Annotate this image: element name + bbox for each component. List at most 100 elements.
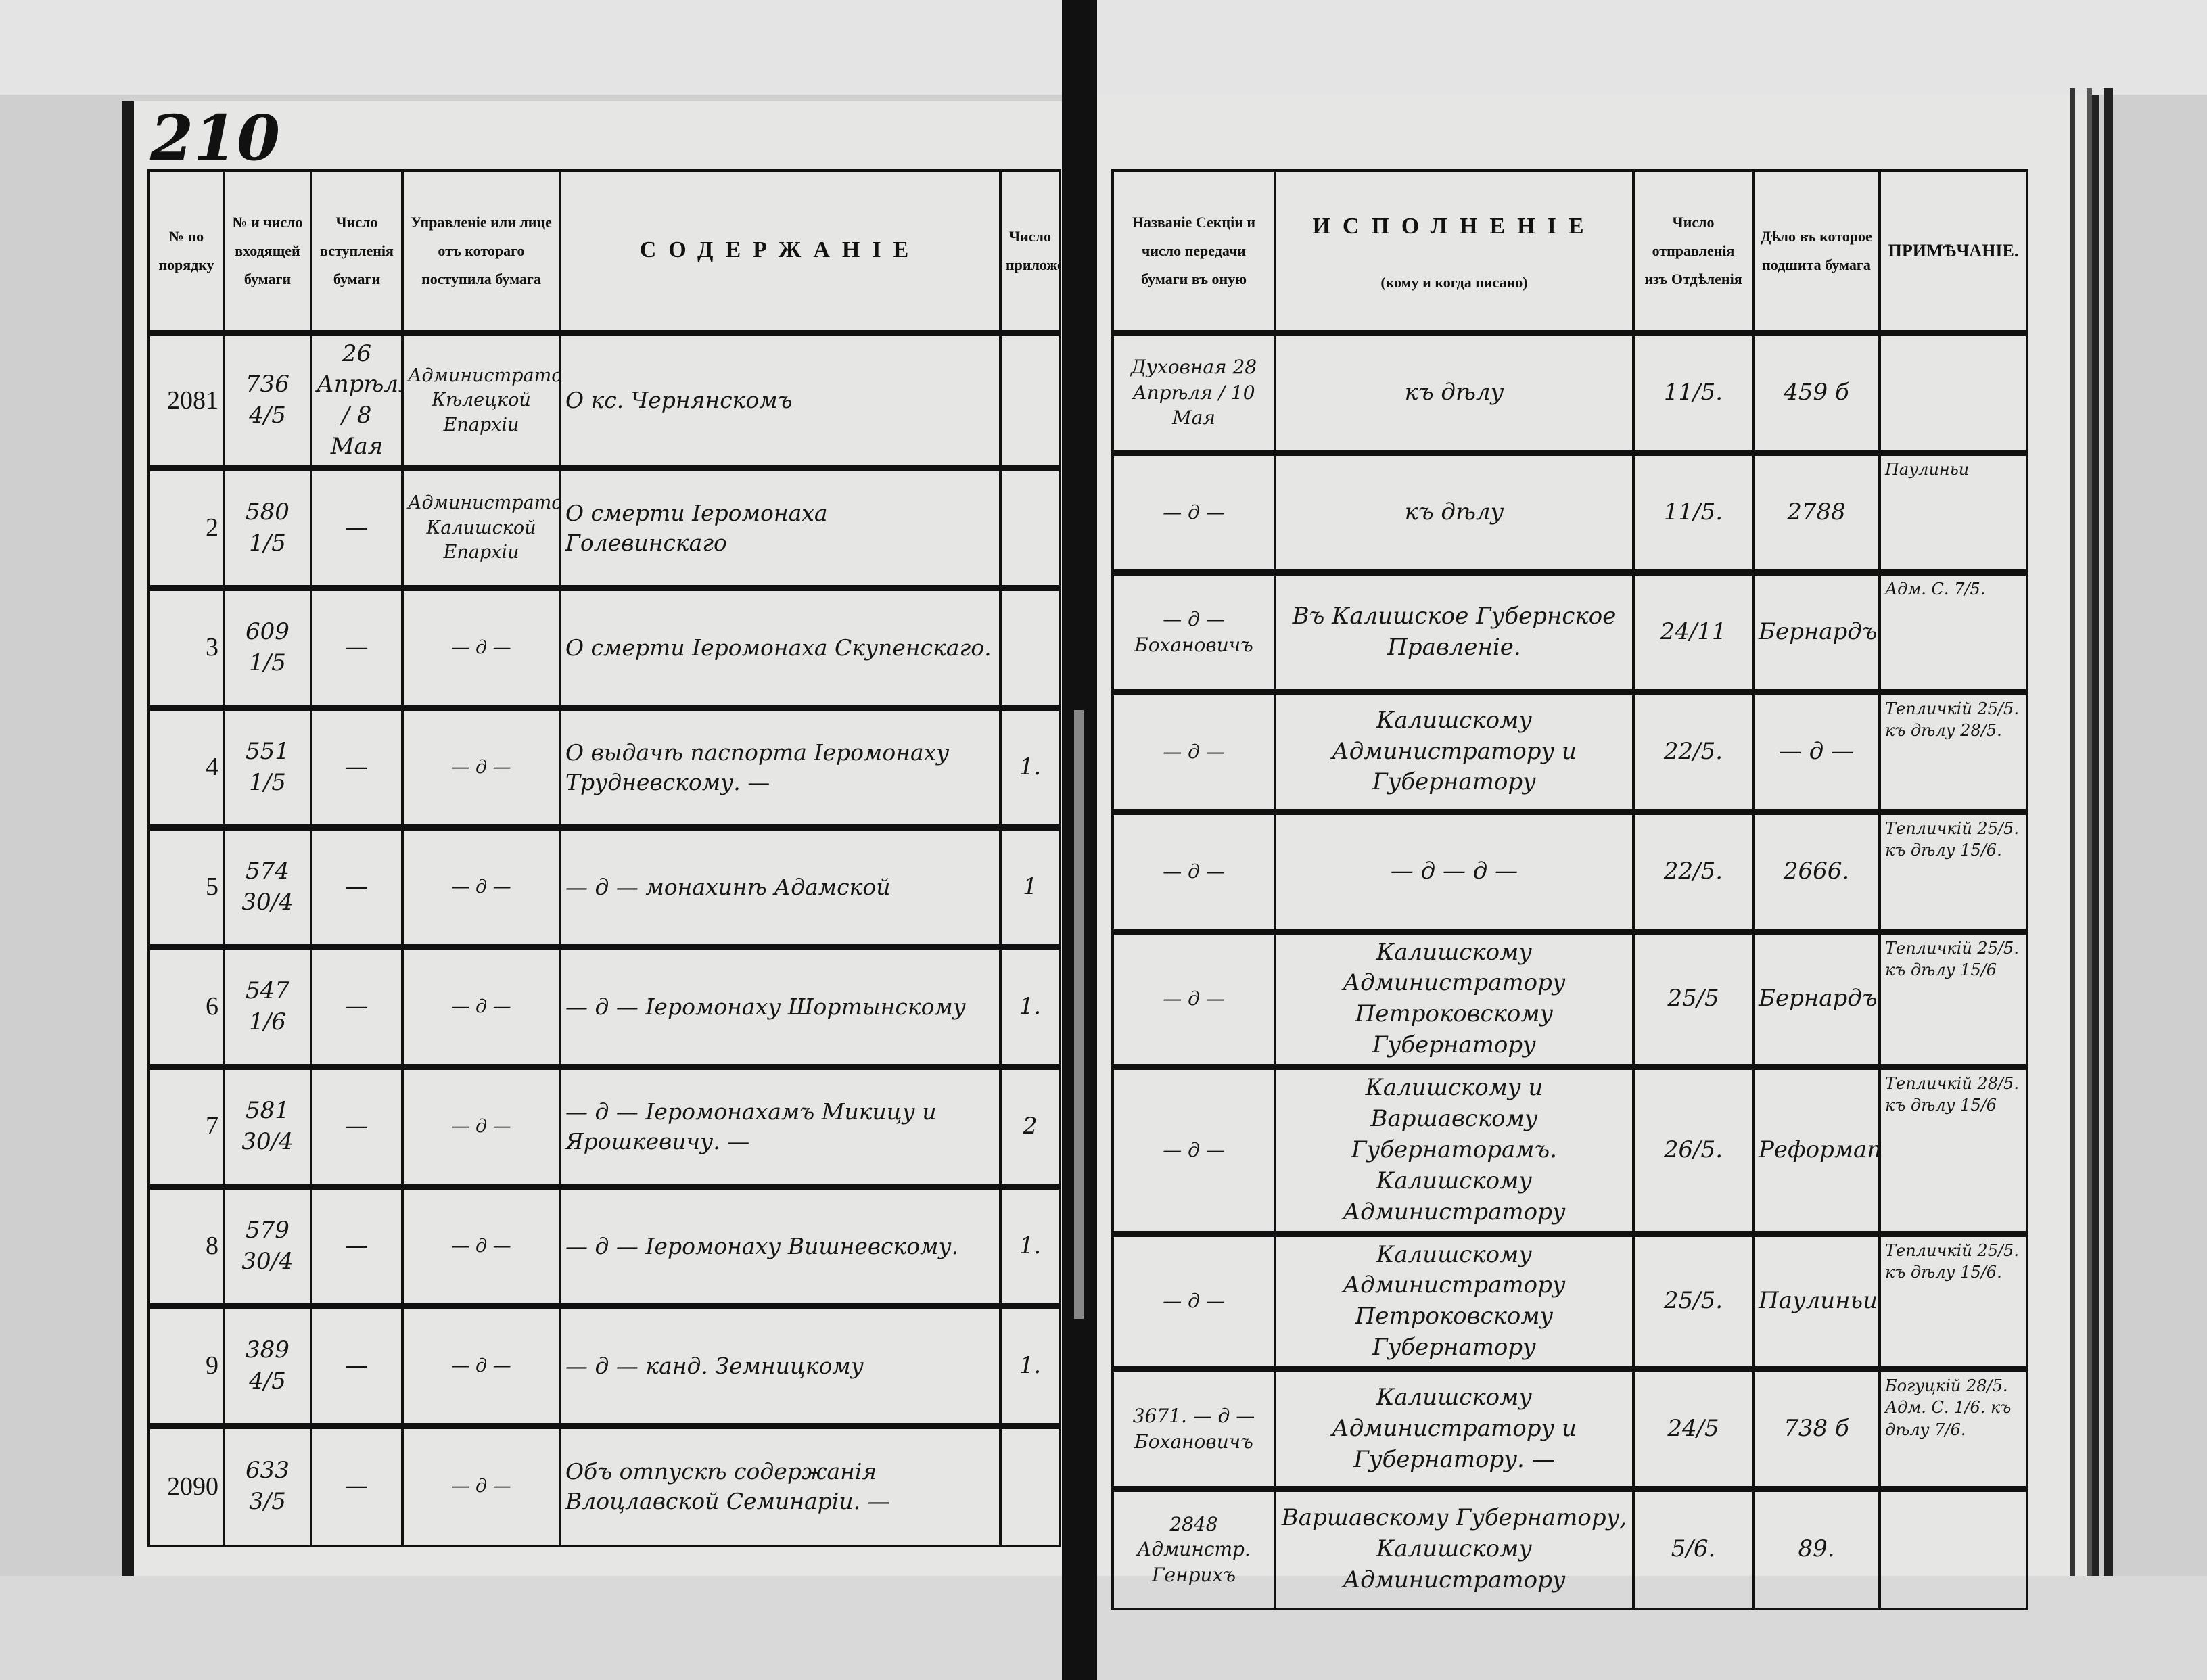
incoming-number-cell: 574 30/4: [223, 824, 312, 949]
header-attachments: Число приложеній: [999, 169, 1061, 334]
attachments-count: 1.: [999, 705, 1061, 829]
incoming-number-cell: 581 30/4: [223, 1064, 312, 1188]
header-section: Названіе Секціи и число передачи бумаги …: [1111, 169, 1276, 334]
header-sent-date: Число отправленія изъ Отдѣленія: [1632, 169, 1755, 334]
sent-date: 25/5.: [1632, 1230, 1755, 1371]
section: — д —: [1111, 928, 1276, 1069]
received-date: —: [310, 1184, 404, 1308]
execution: къ дѣлу: [1274, 449, 1635, 574]
order-number: 4: [147, 705, 225, 829]
sent-date: 11/5.: [1632, 449, 1755, 574]
note: [1878, 1486, 2028, 1610]
incoming-number: 736: [246, 371, 289, 398]
attachments-count: 2: [999, 1064, 1061, 1188]
header-row: № по порядку № и число входящей бумаги Ч…: [147, 169, 1061, 334]
header-note: ПРИМѢЧАНІЕ.: [1878, 169, 2028, 334]
received-date: 26 Апрѣля / 8 Мая: [310, 329, 404, 470]
note: Тепличкій 25/5. къ дѣлу 15/6: [1878, 928, 2028, 1069]
header-sender: Управленіе или лице отъ котораго поступи…: [401, 169, 561, 334]
attachments-count: 1: [999, 824, 1061, 949]
scan-background-top: [0, 0, 2207, 95]
attachments-count: 1.: [999, 944, 1061, 1069]
content: О выдачѣ паспорта Іеромонаху Трудневском…: [559, 705, 1002, 829]
received-date: —: [310, 585, 404, 709]
case-number: 2788: [1752, 449, 1881, 574]
content: — д — монахинѣ Адамской: [559, 824, 1002, 949]
received-date: —: [310, 944, 404, 1069]
sender: Администратора Калишской Епархіи: [401, 465, 561, 590]
sent-date: 5/6.: [1632, 1486, 1755, 1610]
header-execution: ИСПОЛНЕНІЕ (кому и когда писано): [1274, 169, 1635, 334]
table-row: 7 581 30/4 — — д — — д — Іеромонахамъ Микицу …: [147, 1064, 1061, 1188]
attachments-count: [999, 1423, 1061, 1547]
incoming-number: 580: [246, 498, 289, 526]
note: [1878, 329, 2028, 454]
incoming-number-cell: 736 4/5: [223, 329, 312, 470]
sent-date: 25/5: [1632, 928, 1755, 1069]
table-row: — д — Калишскому Администратору Петроковс…: [1111, 1230, 2028, 1371]
attachments-count: 1.: [999, 1184, 1061, 1308]
incoming-number: 547: [246, 977, 289, 1005]
header-row: Названіе Секціи и число передачи бумаги …: [1111, 169, 2028, 334]
table-row: 4 551 1/5— — д — О выдачѣ паспорта Іеромонах…: [147, 705, 1061, 829]
content: Объ отпускѣ содержанія Влоцлавской Семин…: [559, 1423, 1002, 1547]
incoming-date: 1/6: [249, 1008, 286, 1036]
case-number: 459 б: [1752, 329, 1881, 454]
received-date: —: [310, 1064, 404, 1188]
sender: — д —: [401, 1423, 561, 1547]
page-number: 210: [150, 101, 281, 174]
execution: Въ Калишское Губернское Правленіе.: [1274, 569, 1635, 693]
execution: Калишскому Администратору и Губернатору: [1274, 689, 1635, 813]
order-number: 3: [147, 585, 225, 709]
section: 3671. — д — Бохановичъ: [1111, 1366, 1276, 1491]
execution: Калишскому Администратору и Губернатору.…: [1274, 1366, 1635, 1491]
content: О смерти Іеромонаха Скупенскаго.: [559, 585, 1002, 709]
order-number: 6: [147, 944, 225, 1069]
order-number: 8: [147, 1184, 225, 1308]
note: Тепличкій 25/5. къ дѣлу 15/6.: [1878, 1230, 2028, 1371]
section: — д —: [1111, 449, 1276, 574]
table-row: 6 547 1/6— — д — — д — Іеромонаху Шортынском…: [147, 944, 1061, 1069]
sender: — д —: [401, 1064, 561, 1188]
note: Адм. С. 7/5.: [1878, 569, 2028, 693]
content: — д — канд. Земницкому: [559, 1303, 1002, 1428]
incoming-number-cell: 609 1/5: [223, 585, 312, 709]
header-incoming-no: № и число входящей бумаги: [223, 169, 312, 334]
incoming-number-cell: 547 1/6: [223, 944, 312, 1069]
table-row: 2848 Админстр. Генрихъ Варшавскому Губерн…: [1111, 1486, 2028, 1610]
incoming-number: 389: [246, 1336, 289, 1364]
header-execution-sub: (кому и когда писано): [1380, 274, 1528, 291]
sent-date: 11/5.: [1632, 329, 1755, 454]
sender: — д —: [401, 705, 561, 829]
order-number: 2090: [147, 1423, 225, 1547]
section: — д — Бохановичъ: [1111, 569, 1276, 693]
table-row: — д — Калишскому Администратору Петроковс…: [1111, 928, 2028, 1069]
order-number: 2: [147, 465, 225, 590]
content: — д — Іеромонахамъ Микицу и Ярошкевичу. …: [559, 1064, 1002, 1188]
received-date: —: [310, 705, 404, 829]
incoming-date: 4/5: [249, 402, 286, 429]
header-order-no: № по порядку: [147, 169, 225, 334]
table-row: — д — Калишскому и Варшавскому Губернатор…: [1111, 1064, 2028, 1236]
table-row: Духовная 28 Апрѣля / 10 Мая къ дѣлу 11/5. 4…: [1111, 329, 2028, 454]
note: Тепличкій 25/5. къ дѣлу 28/5.: [1878, 689, 2028, 813]
register-table-right: Названіе Секціи и число передачи бумаги …: [1111, 169, 2028, 1610]
header-received-date: Число вступленія бумаги: [310, 169, 404, 334]
received-date: —: [310, 465, 404, 590]
section: — д —: [1111, 808, 1276, 933]
table-row: 3671. — д — Бохановичъ Калишскому Админис…: [1111, 1366, 2028, 1491]
attachments-count: [999, 329, 1061, 470]
sender: — д —: [401, 944, 561, 1069]
table-row: 3 609 1/5— — д — О смерти Іеромонаха Скупенс…: [147, 585, 1061, 709]
table-row: 8 579 30/4 — — д — — д — Іеромонаху Вишневско…: [147, 1184, 1061, 1308]
received-date: —: [310, 1303, 404, 1428]
sender: — д —: [401, 585, 561, 709]
execution: — д — д —: [1274, 808, 1635, 933]
attachments-count: [999, 585, 1061, 709]
note: Тепличкій 28/5. къ дѣлу 15/6: [1878, 1064, 2028, 1236]
incoming-number: 581: [246, 1097, 289, 1125]
case-number: Бернардъ: [1752, 928, 1881, 1069]
execution: Варшавскому Губернатору, Калишскому Адми…: [1274, 1486, 1635, 1610]
